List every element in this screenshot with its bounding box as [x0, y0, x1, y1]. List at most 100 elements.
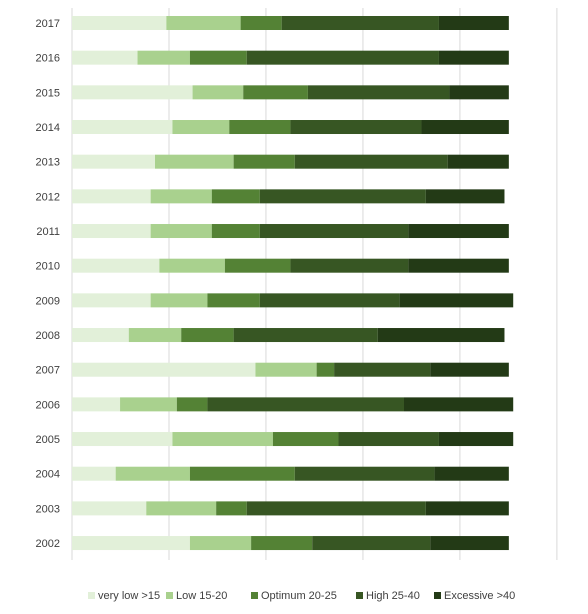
bar-segment-2015-series-3 [243, 85, 308, 100]
bar-segment-2015-series-1 [72, 85, 193, 100]
y-tick-label: 2009 [36, 295, 60, 307]
bar-segment-2010-series-1 [72, 258, 160, 273]
legend: very low >15 Low 15-20 Optimum 20-25 High 2… [88, 590, 515, 602]
bar-segment-2003-series-5 [425, 501, 509, 516]
bar-segment-2016-series-3 [189, 50, 247, 65]
bar-segment-2010-series-3 [224, 258, 291, 273]
bar-segment-2009-series-1 [72, 293, 151, 308]
bar-segment-2015-series-4 [307, 85, 450, 100]
bar-segment-2006-series-5 [404, 397, 514, 412]
bar-segment-2011-series-4 [259, 224, 409, 239]
bar-segment-2016-series-4 [246, 50, 439, 65]
y-tick-label: 2002 [36, 538, 60, 550]
bar-segment-2007-series-2 [255, 362, 317, 377]
bar-segment-2007-series-5 [430, 362, 509, 377]
bar-segment-2005-series-4 [338, 432, 439, 447]
bars [72, 16, 514, 551]
bar-segment-2003-series-1 [72, 501, 147, 516]
bar-segment-2002-series-1 [72, 536, 190, 551]
bar-segment-2008-series-1 [72, 328, 129, 343]
y-tick-label: 2015 [36, 87, 60, 99]
bar-segment-2012-series-4 [259, 189, 426, 204]
y-tick-label: 2005 [36, 434, 60, 446]
bar-segment-2002-series-4 [312, 536, 431, 551]
bar-segment-2007-series-4 [334, 362, 431, 377]
y-axis-tick-labels: 2017 2016 2015 2014 2013 2012 2011 2010 2009 2008… [36, 18, 60, 550]
bar-segment-2005-series-1 [72, 432, 173, 447]
y-tick-label: 2016 [36, 53, 60, 65]
bar-segment-2004-series-1 [72, 466, 116, 481]
bar-segment-2016-series-2 [137, 50, 190, 65]
bar-segment-2014-series-4 [290, 120, 422, 135]
y-tick-label: 2014 [36, 122, 60, 134]
bar-segment-2008-series-3 [181, 328, 234, 343]
bar-segment-2014-series-2 [172, 120, 230, 135]
bar-segment-2012-series-1 [72, 189, 151, 204]
bar-segment-2002-series-5 [430, 536, 509, 551]
y-tick-label: 2008 [36, 330, 60, 342]
bar-segment-2013-series-4 [294, 154, 448, 169]
bar-segment-2005-series-2 [172, 432, 273, 447]
bar-segment-2012-series-5 [425, 189, 505, 204]
bar-segment-2011-series-1 [72, 224, 151, 239]
bar-segment-2008-series-4 [233, 328, 378, 343]
bar-segment-2009-series-5 [399, 293, 514, 308]
bar-segment-2009-series-4 [259, 293, 400, 308]
bar-segment-2013-series-5 [447, 154, 509, 169]
bar-segment-2004-series-2 [115, 466, 190, 481]
legend-swatch [88, 592, 95, 599]
bar-segment-2002-series-3 [251, 536, 313, 551]
bar-segment-2003-series-3 [216, 501, 247, 516]
y-tick-label: 2003 [36, 503, 60, 515]
bar-segment-2013-series-3 [233, 154, 295, 169]
bar-segment-2003-series-4 [246, 501, 426, 516]
bar-segment-2008-series-5 [377, 328, 505, 343]
bar-segment-2007-series-3 [316, 362, 335, 377]
bar-segment-2010-series-4 [290, 258, 409, 273]
bar-segment-2016-series-1 [72, 50, 138, 65]
bar-segment-2009-series-3 [207, 293, 260, 308]
y-tick-label: 2012 [36, 191, 60, 203]
bar-segment-2013-series-2 [155, 154, 234, 169]
bar-segment-2014-series-5 [421, 120, 509, 135]
legend-swatch [434, 592, 441, 599]
bar-segment-2012-series-2 [150, 189, 212, 204]
bar-segment-2016-series-5 [438, 50, 509, 65]
bar-segment-2017-series-1 [72, 16, 167, 30]
bar-segment-2012-series-3 [211, 189, 260, 204]
bar-segment-2004-series-4 [294, 466, 435, 481]
legend-label: Excessive >40 [444, 590, 515, 602]
bar-segment-2015-series-5 [449, 85, 509, 100]
bar-segment-2005-series-3 [272, 432, 339, 447]
bar-segment-2002-series-2 [189, 536, 252, 551]
bar-segment-2014-series-3 [229, 120, 291, 135]
bar-segment-2011-series-3 [211, 224, 260, 239]
y-tick-label: 2013 [36, 157, 60, 169]
bar-segment-2011-series-2 [150, 224, 212, 239]
legend-label: Optimum 20-25 [261, 590, 337, 602]
bar-segment-2013-series-1 [72, 154, 155, 169]
y-tick-label: 2004 [36, 469, 60, 481]
bar-segment-2005-series-5 [438, 432, 514, 447]
bar-segment-2006-series-1 [72, 397, 121, 412]
bar-segment-2010-series-2 [159, 258, 225, 273]
bar-segment-2017-series-4 [281, 16, 439, 30]
legend-swatch [166, 592, 173, 599]
y-tick-label: 2007 [36, 365, 60, 377]
bar-segment-2017-series-2 [166, 16, 241, 30]
y-tick-label: 2010 [36, 261, 60, 273]
bar-segment-2007-series-1 [72, 362, 256, 377]
legend-swatch [356, 592, 363, 599]
legend-label: High 25-40 [366, 590, 420, 602]
bar-segment-2006-series-4 [207, 397, 404, 412]
legend-label: Low 15-20 [176, 590, 227, 602]
bar-segment-2010-series-5 [408, 258, 509, 273]
y-tick-label: 2006 [36, 399, 60, 411]
bar-segment-2009-series-2 [150, 293, 208, 308]
y-tick-label: 2017 [36, 18, 60, 30]
bar-segment-2017-series-5 [438, 16, 509, 30]
bar-segment-2014-series-1 [72, 120, 173, 135]
y-tick-label: 2011 [36, 226, 60, 238]
bar-segment-2003-series-2 [146, 501, 217, 516]
